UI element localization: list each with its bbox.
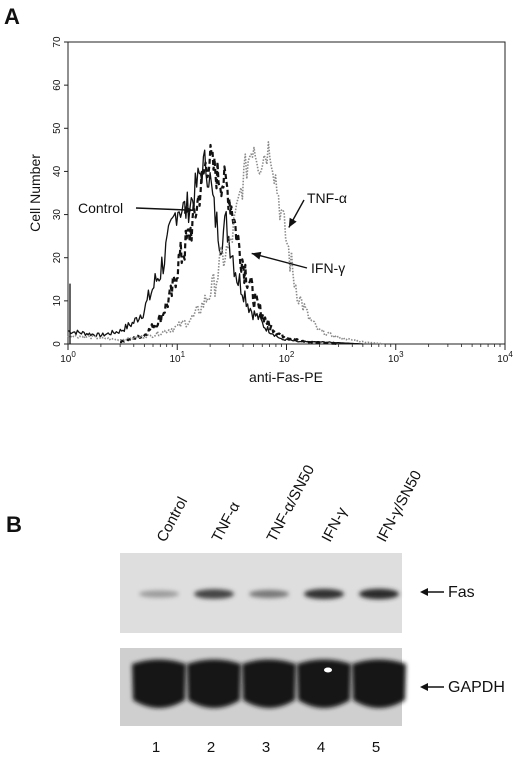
y-tick-label: 30 (52, 209, 63, 221)
x-tick-label: 102 (279, 350, 295, 365)
gapdh-arrowhead (420, 683, 428, 691)
fas-band-lane-5 (359, 588, 399, 600)
lane-number-1: 1 (152, 739, 160, 756)
panel-a-letter: A (4, 4, 20, 29)
annotation-ifn-arrowhead (251, 251, 262, 260)
band-label-fas: Fas (448, 584, 475, 601)
annotations-group: Control TNF-α IFN-γ (78, 190, 347, 276)
fas-band-lane-4 (304, 588, 344, 600)
band-label-gapdh: GAPDH (448, 679, 505, 696)
annotation-tnf-label: TNF-α (307, 190, 347, 206)
y-axis-ticks: 0 10 20 30 40 50 60 70 (52, 36, 68, 347)
annotation-control-label: Control (78, 200, 123, 216)
lane-label-1: Control (154, 494, 192, 545)
lane-label-2: TNF-α (209, 499, 244, 545)
lane-number-2: 2 (207, 739, 215, 756)
x-tick-label: 103 (388, 350, 404, 365)
lane-number-4: 4 (317, 739, 325, 756)
x-tick-label: 104 (497, 350, 513, 365)
series-ifn-line (119, 143, 339, 346)
lane-labels: Control TNF-α TNF-α/SN50 IFN-γ IFN-γ/SN50 (154, 462, 426, 545)
y-tick-label: 20 (52, 252, 63, 264)
gapdh-band-lane-5 (352, 659, 406, 708)
y-axis-label: Cell Number (27, 154, 43, 232)
band-labels: Fas GAPDH (420, 584, 505, 696)
bands-group (132, 588, 406, 708)
series-control-line (67, 149, 363, 345)
annotation-tnf-arrowhead (288, 217, 297, 228)
gapdh-band-lane-1 (132, 659, 186, 708)
y-tick-label: 10 (52, 295, 63, 307)
gapdh-band-lane-2 (187, 659, 241, 708)
lane-number-3: 3 (262, 739, 270, 756)
x-tick-label: 100 (60, 350, 76, 365)
fas-band-lane-3 (249, 589, 289, 599)
panel-b-letter: B (6, 512, 22, 537)
y-tick-label: 70 (52, 36, 63, 48)
y-tick-label: 50 (52, 122, 63, 134)
y-tick-label: 40 (52, 165, 63, 177)
y-tick-label: 0 (52, 341, 63, 347)
lane-numbers: 1 2 3 4 5 (152, 739, 380, 756)
fas-band-lane-1 (139, 590, 179, 598)
lane-label-3: TNF-α/SN50 (264, 462, 319, 545)
lane-number-5: 5 (372, 739, 380, 756)
gapdh-band-lane-4 (297, 659, 351, 708)
plot-frame (67, 41, 506, 345)
y-tick-label: 60 (52, 79, 63, 91)
annotation-control-arrow (135, 207, 194, 211)
annotation-ifn-label: IFN-γ (311, 260, 345, 276)
annotation-ifn-arrow (251, 252, 308, 269)
blot-artifact-spot (324, 667, 332, 673)
lane-label-5: IFN-γ/SN50 (374, 468, 426, 545)
x-axis-label: anti-Fas-PE (249, 369, 323, 385)
series-group (67, 141, 386, 346)
fas-band-lane-2 (194, 589, 234, 599)
x-tick-label: 101 (169, 350, 185, 365)
annotation-control-arrowhead (184, 205, 194, 214)
northern-blot: Control TNF-α TNF-α/SN50 IFN-γ IFN-γ/SN50 Fa… (120, 462, 505, 756)
lane-label-4: IFN-γ (319, 504, 351, 545)
series-tnf-line (67, 141, 386, 345)
gapdh-band-lane-3 (242, 659, 296, 708)
fas-arrowhead (420, 588, 428, 596)
x-axis-ticks: 100 101 102 103 104 (60, 344, 513, 365)
histogram-chart: 0 10 20 30 40 50 60 70 100 101 102 103 104 Control T… (27, 36, 513, 385)
